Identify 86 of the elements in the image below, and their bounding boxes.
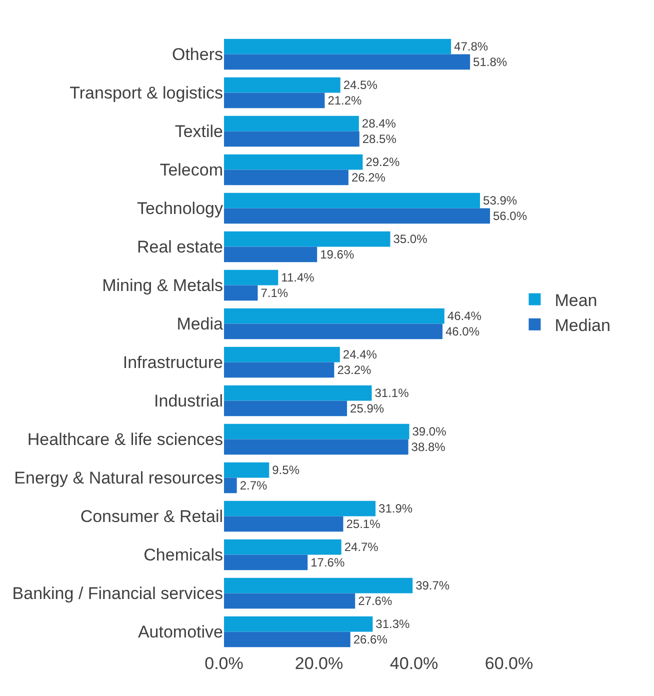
y-tick-label: Textile bbox=[174, 122, 223, 142]
bar bbox=[224, 170, 348, 186]
x-tick-label: 20.0% bbox=[294, 654, 344, 673]
bar bbox=[224, 77, 340, 93]
y-tick-label: Automotive bbox=[138, 622, 223, 642]
y-tick-label: Technology bbox=[136, 199, 224, 218]
data-label: 11.4% bbox=[281, 270, 315, 285]
bar bbox=[224, 516, 344, 532]
data-label: 46.0% bbox=[446, 324, 480, 338]
y-tick-label: Chemicals bbox=[144, 546, 223, 565]
data-label: 25.1% bbox=[346, 516, 381, 531]
data-label: 53.9% bbox=[483, 194, 518, 208]
bar bbox=[224, 208, 490, 224]
bar bbox=[224, 400, 348, 416]
y-tick-label: Others bbox=[172, 45, 223, 64]
y-tick-label: Energy & Natural resources bbox=[14, 468, 223, 488]
data-label: 29.2% bbox=[366, 155, 400, 170]
data-label: 39.0% bbox=[412, 424, 447, 439]
bar bbox=[224, 578, 413, 594]
y-tick-label: Real estate bbox=[137, 238, 223, 257]
x-tick-label: 0.0% bbox=[204, 654, 244, 673]
bar bbox=[224, 54, 470, 70]
bar bbox=[224, 500, 376, 516]
data-label: 9.5% bbox=[272, 463, 300, 478]
bar bbox=[224, 424, 410, 440]
y-tick-label: Healthcare & life sciences bbox=[27, 430, 223, 450]
data-label: 56.0% bbox=[493, 208, 528, 223]
data-label: 26.6% bbox=[353, 632, 388, 646]
bar bbox=[224, 116, 359, 132]
data-label: 31.1% bbox=[374, 386, 410, 400]
bar bbox=[224, 385, 372, 401]
bar bbox=[224, 38, 452, 54]
data-label: 7.1% bbox=[260, 286, 288, 300]
data-label: 2.7% bbox=[240, 478, 268, 492]
bar bbox=[224, 616, 373, 632]
data-label: 24.7% bbox=[344, 540, 379, 554]
data-label: 39.7% bbox=[416, 578, 450, 593]
y-tick-label: Telecom bbox=[160, 160, 223, 180]
data-label: 27.6% bbox=[358, 594, 392, 608]
bar bbox=[224, 92, 325, 108]
data-label: 24.5% bbox=[343, 78, 378, 92]
legend-label: Median bbox=[554, 316, 610, 335]
bar bbox=[224, 462, 270, 478]
bar bbox=[224, 439, 408, 455]
bar bbox=[224, 285, 258, 301]
data-label: 31.9% bbox=[378, 502, 413, 516]
data-label: 35.0% bbox=[393, 232, 428, 246]
bar bbox=[224, 231, 390, 247]
bar bbox=[224, 270, 278, 286]
x-tick-label: 40.0% bbox=[390, 654, 438, 673]
y-tick-label: Consumer & Retail bbox=[80, 507, 223, 526]
bar bbox=[224, 192, 480, 208]
data-label: 24.4% bbox=[342, 348, 378, 362]
data-label: 28.4% bbox=[362, 116, 396, 131]
data-label: 17.6% bbox=[310, 555, 345, 570]
data-label: 51.8% bbox=[473, 54, 508, 69]
bar bbox=[224, 554, 308, 570]
bar bbox=[224, 308, 444, 324]
bar bbox=[224, 593, 356, 609]
data-label: 25.9% bbox=[350, 401, 384, 416]
data-label: 19.6% bbox=[320, 247, 354, 262]
data-label: 23.2% bbox=[337, 362, 372, 377]
bar bbox=[224, 362, 334, 378]
y-tick-label: Banking / Financial services bbox=[12, 584, 223, 604]
data-label: 21.2% bbox=[328, 93, 362, 108]
x-tick-label: 60.0% bbox=[484, 654, 534, 673]
data-label: 38.8% bbox=[411, 440, 446, 454]
bar bbox=[224, 324, 442, 340]
data-label: 46.4% bbox=[447, 309, 482, 324]
data-label: 47.8% bbox=[454, 40, 488, 54]
y-tick-label: Transport & logistics bbox=[70, 84, 223, 103]
y-tick-label: Industrial bbox=[154, 392, 223, 411]
data-label: 31.3% bbox=[376, 617, 410, 632]
bar bbox=[224, 246, 318, 262]
bar bbox=[224, 154, 363, 170]
bar bbox=[224, 632, 350, 648]
bar bbox=[224, 478, 237, 494]
y-tick-label: Media bbox=[176, 314, 224, 334]
bar bbox=[224, 346, 340, 362]
y-tick-label: Infrastructure bbox=[122, 353, 223, 372]
data-label: 28.5% bbox=[362, 132, 397, 146]
data-label: 26.2% bbox=[351, 170, 386, 184]
legend-label: Mean bbox=[554, 290, 598, 310]
y-tick-label: Mining & Metals bbox=[102, 276, 223, 296]
bar bbox=[224, 131, 360, 147]
bar bbox=[224, 539, 342, 555]
